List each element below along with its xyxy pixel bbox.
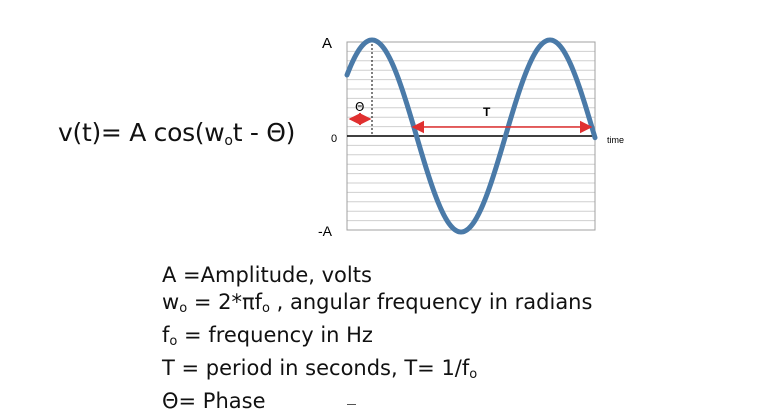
definition-angular-frequency: wo = 2*πfo , angular frequency in radian… xyxy=(162,290,593,316)
label-time: time xyxy=(607,135,624,145)
equation-phase-symbol: Θ xyxy=(266,118,286,147)
cosine-wave xyxy=(344,37,598,235)
equation-subscript: o xyxy=(224,133,233,149)
equation-close: ) xyxy=(285,118,296,147)
equation: v(t)= A cos(wot - Θ) xyxy=(58,118,295,149)
equation-rhs: t - xyxy=(232,118,267,147)
definition-amplitude: A =Amplitude, volts xyxy=(162,263,372,287)
label-phase: Θ xyxy=(355,100,364,114)
equation-lhs: v(t)= A cos(w xyxy=(58,118,225,147)
label-amplitude-bottom: -A xyxy=(318,223,333,239)
definition-frequency: fo = frequency in Hz xyxy=(162,323,373,349)
definitions-list: A =Amplitude, volts wo = 2*πfo , angular… xyxy=(162,262,592,415)
label-zero: 0 xyxy=(331,133,337,145)
label-amplitude-top: A xyxy=(322,35,332,52)
label-period: T xyxy=(483,105,491,119)
definition-period: T = period in seconds, T= 1/fo xyxy=(162,356,478,382)
definition-phase: Θ= Phase xyxy=(162,389,266,413)
divider-mark xyxy=(347,404,356,405)
